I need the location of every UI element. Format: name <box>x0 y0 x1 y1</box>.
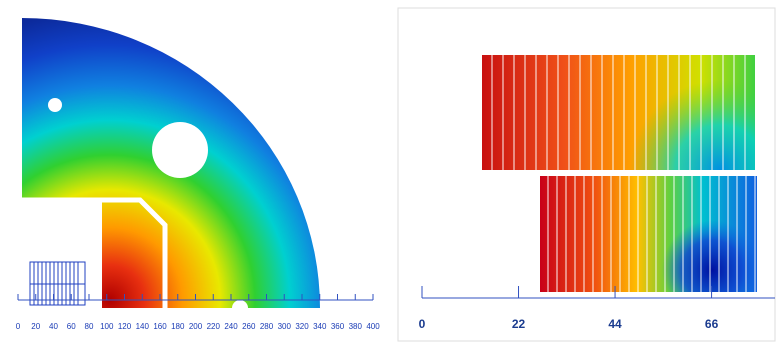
x-tick-label: 120 <box>118 322 132 331</box>
x-tick-label: 220 <box>207 322 221 331</box>
x-tick-label: 80 <box>85 322 94 331</box>
x-tick-label: 100 <box>100 322 114 331</box>
x-tick-label: 66 <box>705 317 719 331</box>
x-tick-label: 300 <box>278 322 292 331</box>
x-tick-label: 320 <box>295 322 309 331</box>
field-overlay <box>482 55 755 170</box>
strip-lines <box>491 55 756 292</box>
x-tick-label: 280 <box>260 322 274 331</box>
x-tick-label: 140 <box>136 322 150 331</box>
x-tick-label: 40 <box>49 322 58 331</box>
x-tick-label: 160 <box>153 322 167 331</box>
hole <box>74 218 82 226</box>
x-tick-label: 240 <box>224 322 238 331</box>
x-tick-label: 44 <box>608 317 622 331</box>
x-tick-label: 200 <box>189 322 203 331</box>
panel-border <box>397 7 776 342</box>
x-tick-label: 380 <box>349 322 363 331</box>
x-tick-label: 360 <box>331 322 345 331</box>
x-tick-label: 0 <box>419 317 426 331</box>
coil-hatch <box>30 262 85 305</box>
cutout <box>18 200 102 308</box>
x-tick-label: 20 <box>31 322 40 331</box>
hole <box>232 300 248 316</box>
x-tick-label: 340 <box>313 322 327 331</box>
hole <box>152 122 208 178</box>
x-tick-label: 60 <box>67 322 76 331</box>
x-tick-label: 180 <box>171 322 185 331</box>
x-tick-label: 260 <box>242 322 256 331</box>
x-tick-label: 400 <box>366 322 380 331</box>
hole <box>48 98 62 112</box>
slot-outline <box>18 197 168 308</box>
x-tick-label: 22 <box>512 317 526 331</box>
x-tick-label: 0 <box>16 322 21 331</box>
field-overlay <box>540 176 757 292</box>
